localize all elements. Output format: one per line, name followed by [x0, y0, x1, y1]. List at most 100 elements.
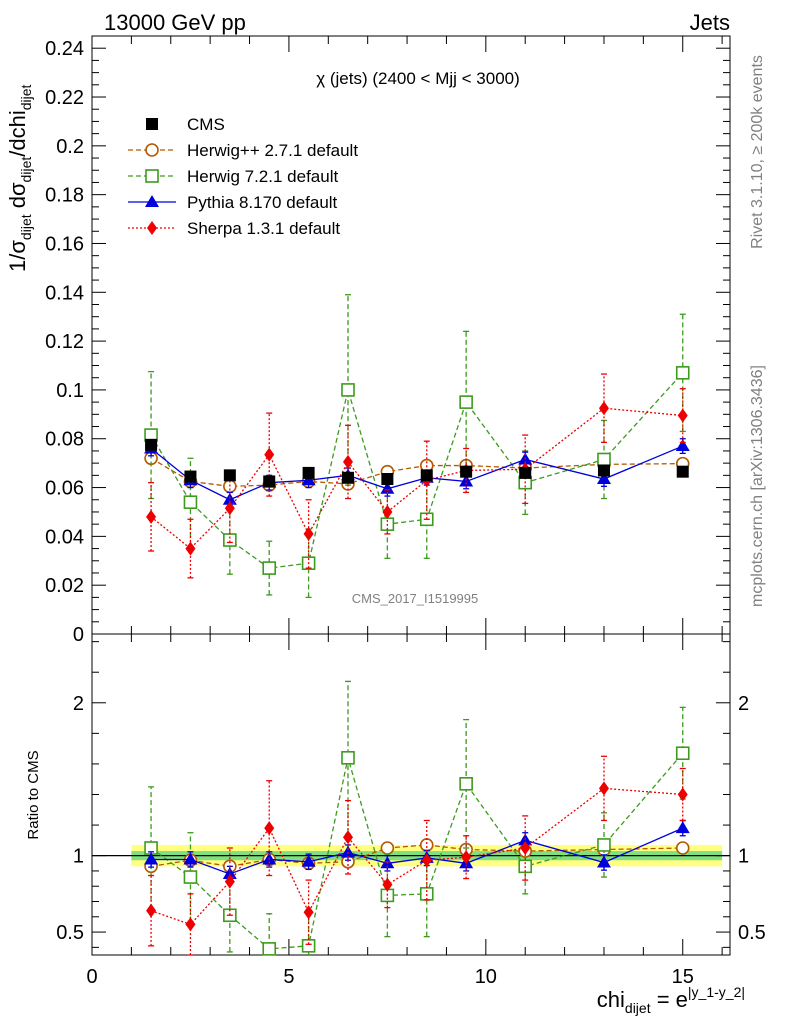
ratio-point: [675, 746, 690, 761]
header-right: Jets: [690, 10, 730, 35]
ratio-point: [183, 870, 198, 884]
main-point: [224, 501, 235, 516]
ratio-series-sherpa: [146, 755, 688, 956]
ratio-point: [421, 853, 432, 868]
main-point: [597, 452, 611, 467]
main-ytick-label: 0.24: [45, 38, 84, 60]
main-point: [382, 504, 393, 519]
rivet-label: Rivet 3.1.10, ≥ 200k events: [749, 55, 766, 249]
legend-label: Sherpa 1.3.1 default: [187, 219, 340, 238]
main-point: [598, 401, 609, 416]
main-point: [302, 466, 315, 479]
main-ytick-label: 0.22: [45, 87, 84, 109]
xtick-label: 0: [86, 966, 97, 988]
legend-marker: [146, 118, 158, 130]
main-point: [420, 469, 433, 482]
main-ytick-label: 0.18: [45, 185, 84, 207]
legend-item: Pythia 8.170 default: [128, 193, 338, 212]
ratio-point: [222, 866, 237, 879]
ratio-point: [597, 838, 611, 852]
main-point: [222, 492, 237, 505]
main-point: [675, 366, 690, 380]
main-ytick-label: 0.1: [56, 380, 84, 402]
mcplots-label: mcplots.cern.ch [arXiv:1306.3436]: [749, 365, 766, 607]
ratio-point: [341, 751, 355, 765]
ratio-point: [183, 852, 198, 865]
main-point: [597, 464, 610, 477]
main-point: [676, 465, 689, 478]
ratio-point: [380, 841, 395, 855]
main-point: [459, 474, 474, 487]
ratio-series-herwig7: [144, 680, 690, 956]
legend: CMS Herwig++ 2.7.1 default Herwig 7.2.1 de…: [128, 115, 358, 238]
ratio-point: [146, 903, 157, 918]
legend-marker: [145, 169, 159, 183]
xtick-label: 15: [672, 966, 694, 988]
legend-label: Pythia 8.170 default: [187, 193, 338, 212]
main-point: [381, 473, 394, 486]
ratio-point: [675, 821, 690, 834]
main-point: [145, 438, 158, 451]
ratio-point: [461, 850, 472, 865]
ratio-point: [675, 841, 690, 855]
main-point: [184, 470, 197, 483]
analysis-id: CMS_2017_I1519995: [352, 591, 479, 606]
ratio-line: [151, 827, 684, 875]
ratio-line: [150, 752, 684, 950]
main-point: [342, 454, 353, 469]
main-point: [596, 472, 611, 485]
ratio-ytick-label: 2: [73, 693, 84, 715]
legend-item: Herwig 7.2.1 default: [128, 167, 338, 186]
main-point: [262, 561, 277, 575]
ratio-ytick-label: 0.5: [56, 922, 84, 944]
main-ytick-label: 0.08: [45, 429, 84, 451]
legend-item: Herwig++ 2.7.1 default: [128, 141, 358, 160]
main-point: [460, 465, 473, 478]
main-line: [150, 445, 683, 501]
ratio-point: [301, 854, 316, 867]
main-series-herwig7: [144, 294, 690, 599]
main-point: [519, 466, 532, 479]
main-point: [677, 408, 688, 423]
xtick-label: 10: [475, 966, 497, 988]
xtick-label: 5: [283, 966, 294, 988]
main-point: [341, 383, 355, 397]
ratio-point: [520, 841, 531, 855]
main-point: [185, 541, 196, 556]
ratio-point: [224, 874, 235, 889]
main-point: [675, 439, 690, 452]
main-line: [150, 457, 683, 487]
legend-marker: [147, 221, 157, 235]
main-point: [263, 475, 276, 488]
main-series-cms: [145, 438, 689, 488]
plot-title: χ (jets) (2400 < Mjj < 3000): [316, 69, 520, 88]
main-point: [146, 509, 157, 524]
ratio-ytick-label-right: 1: [738, 846, 749, 868]
ratio-point: [342, 830, 353, 845]
main-ylabel: 1/σdijet dσdijet/dchidijet: [5, 84, 34, 272]
legend-item: Sherpa 1.3.1 default: [128, 219, 340, 238]
ratio-point: [303, 905, 314, 920]
main-ytick-label: 0.14: [45, 282, 84, 304]
plot-layer: 0 0.02 0.04 0.06 0.08 0.1 0.12 0.14 0.16 0.18 0.2 0…: [45, 35, 766, 988]
xlabel: chidijet = e|y_1-y_2|: [597, 984, 745, 1016]
ratio-point: [185, 917, 196, 932]
main-point: [303, 526, 314, 541]
main-ytick-label: 0.06: [45, 478, 84, 500]
ratio-point: [340, 845, 355, 858]
ratio-point: [598, 781, 609, 796]
main-ytick-label: 0.02: [45, 575, 84, 597]
header-left: 13000 GeV pp: [104, 10, 246, 35]
main-point: [301, 473, 316, 486]
legend-marker: [145, 143, 159, 157]
ratio-point: [677, 787, 688, 802]
ratio-ytick-label-right: 2: [738, 693, 749, 715]
ratio-point: [419, 838, 434, 852]
legend-item: CMS: [146, 115, 225, 134]
main-point: [380, 481, 395, 494]
ratio-ytick-label-right: 0.5: [738, 922, 766, 944]
ratio-point: [459, 776, 473, 791]
legend-label: Herwig 7.2.1 default: [187, 167, 338, 186]
main-point: [223, 533, 237, 547]
